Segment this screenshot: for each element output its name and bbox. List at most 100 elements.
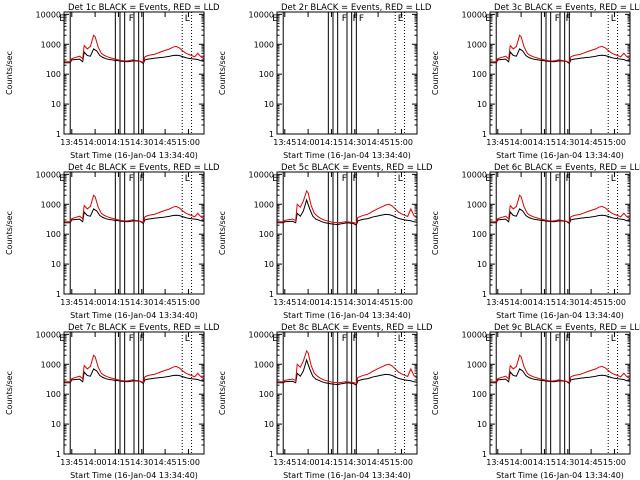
x-tick-label: 14:00 <box>84 298 107 307</box>
panel-title: Det 9c BLACK = Events, RED = LLD <box>494 323 640 333</box>
flag-marker: F <box>555 174 560 184</box>
x-tick-label: 15:00 <box>390 458 413 467</box>
detector-panel: Det 3c BLACK = Events, RED = LLD Counts/s… <box>431 3 640 160</box>
y-tick-label: 1000 <box>254 360 274 369</box>
y-tick-label: 100 <box>259 390 274 399</box>
y-tick-label: 10000 <box>249 170 274 179</box>
y-tick-label: 1000 <box>467 360 487 369</box>
x-tick-label: 14:45 <box>154 298 177 307</box>
x-tick-label: 13:45 <box>273 458 296 467</box>
flag-marker: E <box>272 174 278 184</box>
x-tick-label: 13:45 <box>60 138 83 147</box>
x-tick-label: 15:00 <box>603 458 626 467</box>
panel-title: Det 8c BLACK = Events, RED = LLD <box>281 323 433 333</box>
detector-panel: Det 6c BLACK = Events, RED = LLD Counts/s… <box>431 163 640 320</box>
x-tick-label: 14:00 <box>510 458 533 467</box>
x-tick-label: 14:45 <box>580 298 603 307</box>
y-tick-label: 1000 <box>41 200 61 209</box>
y-tick-label: 1000 <box>467 200 487 209</box>
flag-marker: E <box>398 14 404 24</box>
series-lld-line <box>277 349 418 385</box>
x-tick-label: 14:00 <box>84 458 107 467</box>
panel-title: Det 4c BLACK = Events, RED = LLD <box>68 163 220 173</box>
x-tick-label: 14:30 <box>556 138 579 147</box>
x-tick-label: 14:15 <box>533 298 556 307</box>
flag-marker: L <box>398 334 403 344</box>
y-tick-label: 1 <box>56 130 61 139</box>
y-tick-label: 100 <box>46 70 61 79</box>
x-axis-label: Start Time (16-Jan-04 13:34:40) <box>283 151 411 160</box>
x-tick-label: 15:00 <box>390 138 413 147</box>
flag-marker: E <box>485 334 491 344</box>
y-tick-label: 10000 <box>36 10 61 19</box>
detector-panel: Det 9c BLACK = Events, RED = LLD Counts/s… <box>431 323 640 480</box>
x-tick-label: 13:45 <box>60 458 83 467</box>
y-tick-label: 1 <box>482 290 487 299</box>
plot-frame <box>489 331 631 455</box>
y-tick-label: 100 <box>46 390 61 399</box>
flag-marker: L <box>611 174 616 184</box>
y-tick-label: 1 <box>482 130 487 139</box>
x-axis-label: Start Time (16-Jan-04 13:34:40) <box>496 311 624 320</box>
y-tick-label: 10000 <box>249 10 274 19</box>
y-tick-label: 10000 <box>249 330 274 339</box>
x-axis-label: Start Time (16-Jan-04 13:34:40) <box>70 311 198 320</box>
y-axis-label: Counts/sec <box>431 211 440 255</box>
y-tick-label: 1000 <box>254 40 274 49</box>
detector-panel: Det 8c BLACK = Events, RED = LLD Counts/s… <box>218 323 433 480</box>
plot-frame <box>276 331 418 455</box>
x-tick-label: 14:15 <box>320 138 343 147</box>
series-lld-line <box>490 354 631 383</box>
y-tick-label: 10 <box>264 100 274 109</box>
x-tick-label: 14:45 <box>367 298 390 307</box>
y-tick-label: 1 <box>269 290 274 299</box>
y-tick-label: 100 <box>472 70 487 79</box>
flag-marker: F <box>353 14 358 24</box>
flag-marker: E <box>59 14 65 24</box>
x-tick-label: 14:15 <box>320 298 343 307</box>
x-tick-label: 15:00 <box>603 298 626 307</box>
x-axis-label: Start Time (16-Jan-04 13:34:40) <box>70 471 198 480</box>
y-tick-label: 10 <box>477 260 487 269</box>
detector-panel: Det 7c BLACK = Events, RED = LLD Counts/s… <box>5 323 220 480</box>
y-tick-label: 100 <box>472 390 487 399</box>
y-tick-label: 10000 <box>462 10 487 19</box>
flag-marker: F <box>353 334 358 344</box>
y-tick-label: 1000 <box>41 40 61 49</box>
y-tick-label: 1000 <box>467 40 487 49</box>
flag-marker: L <box>185 174 190 184</box>
panel-title: Det 3c BLACK = Events, RED = LLD <box>494 3 640 13</box>
series-lld-line <box>277 189 418 225</box>
x-tick-label: 15:00 <box>177 298 200 307</box>
x-tick-label: 14:30 <box>130 298 153 307</box>
panel-title: Det 2r BLACK = Events, RED = LLD <box>281 3 432 13</box>
flag-marker: E <box>485 174 491 184</box>
y-tick-label: 10000 <box>462 330 487 339</box>
y-tick-label: 1 <box>269 450 274 459</box>
series-events-line <box>277 358 418 386</box>
y-tick-label: 10000 <box>36 170 61 179</box>
plot-frame <box>63 11 205 135</box>
flag-marker: F <box>129 174 134 184</box>
x-tick-label: 15:00 <box>603 138 626 147</box>
x-tick-label: 14:30 <box>130 458 153 467</box>
plot-frame <box>276 11 418 135</box>
y-tick-label: 10 <box>51 260 61 269</box>
flag-marker: L <box>185 14 190 24</box>
detector-panel: Det 2r BLACK = Events, RED = LLD Counts/s… <box>218 3 432 160</box>
y-tick-label: 100 <box>46 230 61 239</box>
x-axis-label: Start Time (16-Jan-04 13:34:40) <box>496 471 624 480</box>
flag-marker: F <box>342 174 347 184</box>
y-tick-label: 1 <box>482 450 487 459</box>
y-tick-label: 1 <box>269 130 274 139</box>
x-tick-label: 14:30 <box>343 298 366 307</box>
y-axis-label: Counts/sec <box>431 371 440 415</box>
x-tick-label: 14:00 <box>297 458 320 467</box>
flag-marker: F <box>353 174 358 184</box>
x-tick-label: 13:45 <box>486 298 509 307</box>
panel-title: Det 5c BLACK = Events, RED = LLD <box>281 163 433 173</box>
series-lld-line <box>64 34 205 63</box>
y-tick-label: 10000 <box>36 330 61 339</box>
panel-title: Det 6c BLACK = Events, RED = LLD <box>494 163 640 173</box>
